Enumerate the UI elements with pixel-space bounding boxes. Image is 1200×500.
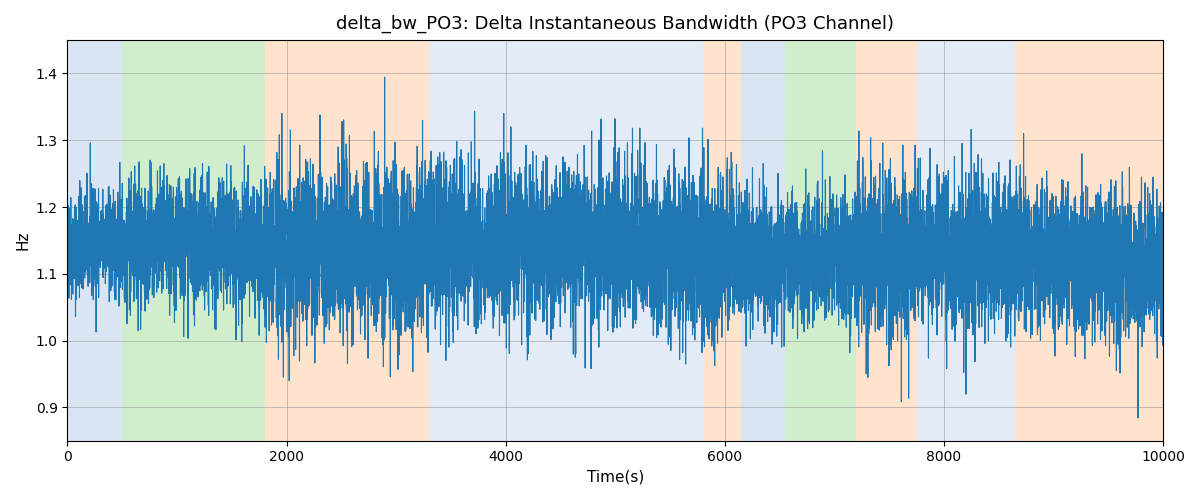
Bar: [703, 40, 742, 440]
Title: delta_bw_PO3: Delta Instantaneous Bandwidth (PO3 Channel): delta_bw_PO3: Delta Instantaneous Bandwi…: [336, 15, 894, 34]
Bar: [857, 40, 917, 440]
Bar: [1015, 40, 1163, 440]
Bar: [67, 40, 122, 440]
Bar: [428, 40, 703, 440]
X-axis label: Time(s): Time(s): [587, 470, 644, 485]
Bar: [785, 40, 857, 440]
Bar: [742, 40, 785, 440]
Bar: [917, 40, 1015, 440]
Bar: [265, 40, 428, 440]
Bar: [122, 40, 265, 440]
Y-axis label: Hz: Hz: [16, 230, 30, 250]
